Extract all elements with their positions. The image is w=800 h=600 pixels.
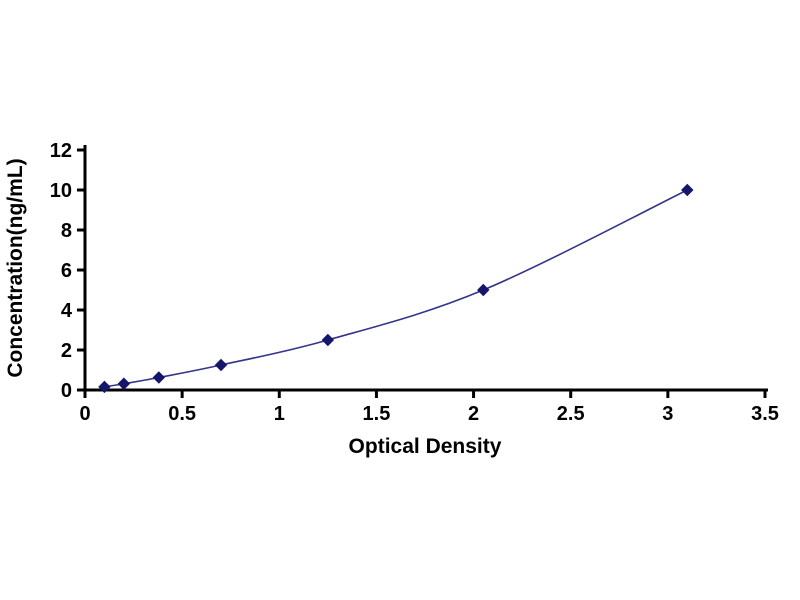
y-tick-label: 4 <box>61 300 73 322</box>
x-tick-label: 0 <box>79 403 90 425</box>
x-tick-label: 1.5 <box>363 403 391 425</box>
y-tick-label: 10 <box>50 180 72 202</box>
y-tick-label: 0 <box>61 380 72 402</box>
tick-labels: 0 0.5 1 1.5 2 2.5 3 3.5 0 2 4 6 8 10 12 <box>50 140 779 425</box>
standard-curve-series <box>98 183 694 394</box>
data-point-diamond <box>321 333 335 347</box>
x-tick-label: 0.5 <box>168 403 196 425</box>
standard-curve-line <box>104 189 688 388</box>
x-axis-label: Optical Density <box>349 435 502 458</box>
data-point-diamond <box>117 377 131 390</box>
data-point-diamond <box>477 283 490 297</box>
y-tick-label: 12 <box>50 140 72 162</box>
x-tick-label: 3.5 <box>751 403 779 425</box>
y-axis-label: Concentration(ng/mL) <box>4 158 27 377</box>
data-point-diamond <box>98 380 111 394</box>
x-tick-label: 3 <box>662 403 673 425</box>
y-tick-label: 8 <box>61 220 72 242</box>
data-point-diamond <box>681 183 694 197</box>
y-tick-label: 6 <box>61 260 72 282</box>
data-point-diamond <box>214 358 228 372</box>
x-tick-label: 1 <box>274 403 285 425</box>
x-tick-label: 2.5 <box>557 403 585 425</box>
axes <box>77 145 768 398</box>
x-tick-label: 2 <box>468 403 479 425</box>
y-tick-label: 2 <box>61 340 72 362</box>
data-point-diamond <box>152 371 166 384</box>
